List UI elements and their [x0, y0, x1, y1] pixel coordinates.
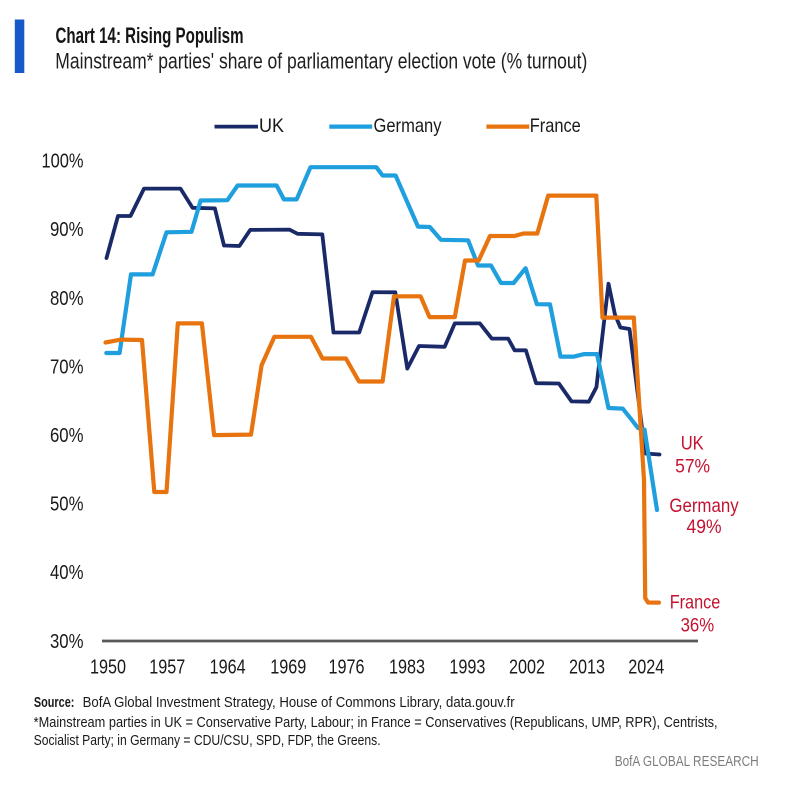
svg-text:90%: 90% [50, 219, 84, 241]
svg-text:1950: 1950 [90, 657, 126, 679]
svg-text:50%: 50% [50, 494, 84, 516]
svg-text:BofA GLOBAL RESEARCH: BofA GLOBAL RESEARCH [615, 753, 759, 770]
svg-text:2002: 2002 [509, 657, 545, 679]
svg-text:Mainstream* parties' share of: Mainstream* parties' share of parliament… [55, 48, 587, 73]
svg-text:36%: 36% [681, 615, 715, 637]
svg-text:30%: 30% [50, 631, 84, 653]
svg-text:Source:: Source: [34, 694, 75, 711]
svg-text:1993: 1993 [449, 657, 485, 679]
svg-text:100%: 100% [42, 150, 84, 172]
svg-text:57%: 57% [675, 456, 710, 478]
svg-text:1969: 1969 [270, 657, 306, 679]
svg-text:60%: 60% [50, 425, 84, 447]
svg-text:BofA Global Investment Strateg: BofA Global Investment Strategy, House o… [83, 694, 515, 711]
svg-text:1976: 1976 [329, 657, 365, 679]
svg-text:1983: 1983 [389, 657, 425, 679]
svg-text:40%: 40% [50, 562, 84, 584]
svg-text:*Mainstream parties in UK = Co: *Mainstream parties in UK = Conservative… [34, 714, 718, 731]
svg-text:1957: 1957 [149, 657, 185, 679]
svg-text:UK: UK [259, 116, 284, 137]
svg-text:Germany: Germany [374, 116, 442, 137]
svg-text:France: France [670, 592, 721, 614]
svg-text:70%: 70% [50, 356, 84, 378]
svg-text:France: France [530, 116, 581, 137]
svg-text:Socialist Party; in Germany =: Socialist Party; in Germany = CDU/CSU, S… [34, 732, 381, 749]
svg-text:2024: 2024 [628, 657, 664, 679]
svg-text:49%: 49% [687, 516, 722, 538]
svg-text:UK: UK [681, 433, 704, 455]
svg-text:80%: 80% [50, 288, 84, 310]
svg-text:1964: 1964 [210, 657, 246, 679]
svg-text:2013: 2013 [569, 657, 605, 679]
svg-text:Germany: Germany [669, 495, 739, 517]
svg-text:Chart 14: Rising Populism: Chart 14: Rising Populism [56, 23, 244, 48]
